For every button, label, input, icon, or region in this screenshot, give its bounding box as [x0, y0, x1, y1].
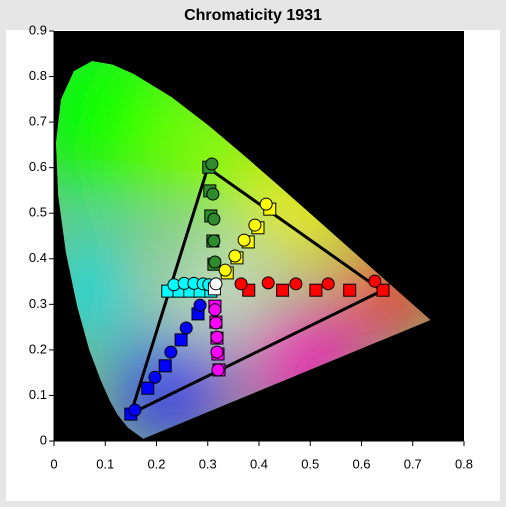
y-tick-label: 0	[40, 432, 47, 447]
circle-point	[164, 345, 178, 359]
x-tick-label: 0.5	[301, 456, 319, 471]
x-tick-label: 0.3	[199, 456, 217, 471]
chart-title: Chromaticity 1931	[184, 7, 322, 24]
circle-point	[218, 263, 232, 277]
square-point	[343, 283, 357, 297]
x-tick-label: 0	[50, 456, 57, 471]
circle-point	[209, 316, 223, 330]
x-tick-label: 0.1	[96, 456, 114, 471]
x-tick-label: 0.8	[455, 456, 473, 471]
y-tick-label: 0.5	[29, 205, 47, 220]
square-point	[276, 283, 290, 297]
y-tick-label: 0.8	[29, 68, 47, 83]
square-point	[158, 359, 172, 373]
circle-point	[208, 303, 222, 317]
y-tick-label: 0.4	[29, 250, 47, 265]
y-tick-label: 0.2	[29, 341, 47, 356]
square-point	[309, 283, 323, 297]
circle-point	[261, 276, 275, 290]
circle-point	[128, 403, 142, 417]
circle-point	[209, 277, 223, 291]
x-tick-label: 0.6	[352, 456, 370, 471]
circle-point	[368, 274, 382, 288]
square-point	[376, 283, 390, 297]
circle-point	[259, 197, 273, 211]
circle-point	[206, 187, 220, 201]
circle-point	[234, 277, 248, 291]
circle-point	[237, 233, 251, 247]
y-tick-label: 0.9	[29, 22, 47, 37]
circle-point	[210, 345, 224, 359]
y-tick-label: 0.3	[29, 296, 47, 311]
square-point	[174, 333, 188, 347]
y-tick-label: 0.7	[29, 114, 47, 129]
circle-point	[228, 249, 242, 263]
circle-point	[289, 277, 303, 291]
circle-point	[210, 330, 224, 344]
circle-point	[207, 212, 221, 226]
circle-point	[179, 321, 193, 335]
circle-point	[208, 255, 222, 269]
circle-point	[248, 218, 262, 232]
circle-point	[211, 363, 225, 377]
circle-point	[205, 157, 219, 171]
y-tick-label: 0.1	[29, 387, 47, 402]
square-point	[141, 381, 155, 395]
x-tick-label: 0.4	[250, 456, 268, 471]
x-tick-label: 0.7	[404, 456, 422, 471]
y-tick-label: 0.6	[29, 159, 47, 174]
circle-point	[321, 277, 335, 291]
circle-point	[148, 370, 162, 384]
circle-point	[207, 234, 221, 248]
circle-point	[193, 298, 207, 312]
x-tick-label: 0.2	[147, 456, 165, 471]
